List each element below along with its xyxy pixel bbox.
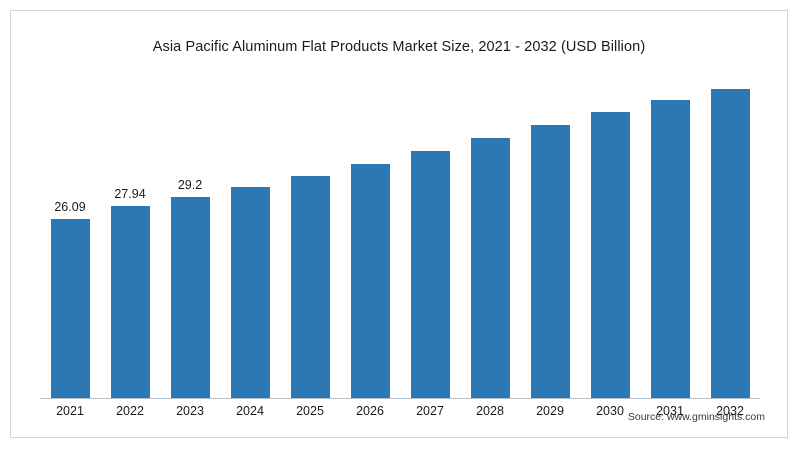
bar-slot — [280, 81, 340, 399]
bar-slot — [520, 81, 580, 399]
bar-slot — [340, 81, 400, 399]
bar-series: 26.09 27.94 29.2 — [40, 81, 760, 399]
bar[interactable] — [50, 219, 90, 399]
x-axis-tick-2030: 2030 — [596, 404, 624, 418]
bar-slot — [580, 81, 640, 399]
chart-container: Asia Pacific Aluminum Flat Products Mark… — [10, 10, 788, 438]
bar[interactable] — [230, 187, 270, 399]
bar[interactable] — [410, 151, 450, 399]
x-axis-tick-2023: 2023 — [176, 404, 204, 418]
bar-slot — [400, 81, 460, 399]
bar[interactable] — [530, 125, 570, 399]
bar-value-label: 27.94 — [114, 187, 146, 201]
bar-slot: 27.94 — [100, 81, 160, 399]
bar[interactable] — [710, 89, 750, 399]
bar[interactable] — [170, 197, 210, 399]
x-axis-tick-2021: 2021 — [56, 404, 84, 418]
x-axis-tick-labels: 2021 2022 2023 2024 2025 2026 2027 2028 2029 2030… — [40, 404, 760, 422]
x-axis-tick-2022: 2022 — [116, 404, 144, 418]
source-note: Source: www.gminsights.com — [627, 411, 765, 423]
bar[interactable] — [290, 176, 330, 399]
x-axis-tick-2028: 2028 — [476, 404, 504, 418]
bar-value-label: 29.2 — [177, 178, 203, 192]
bar[interactable] — [470, 138, 510, 399]
bar-slot — [700, 81, 760, 399]
x-axis-tick-2025: 2025 — [296, 404, 324, 418]
x-axis-tick-2027: 2027 — [416, 404, 444, 418]
bar[interactable] — [110, 206, 150, 399]
chart-title: Asia Pacific Aluminum Flat Products Mark… — [152, 39, 646, 55]
bar-slot — [640, 81, 700, 399]
bar-slot: 26.09 — [40, 81, 100, 399]
x-axis-tick-2031: 2031 — [656, 404, 684, 418]
x-axis-tick-2029: 2029 — [536, 404, 564, 418]
x-axis-tick-2024: 2024 — [236, 404, 264, 418]
bar[interactable] — [350, 164, 390, 399]
bar-slot: 29.2 — [160, 81, 220, 399]
bar[interactable] — [650, 100, 690, 399]
bar[interactable] — [590, 112, 630, 399]
bar-slot — [220, 81, 280, 399]
x-axis-tick-2026: 2026 — [356, 404, 384, 418]
bar-value-label: 26.09 — [54, 200, 86, 214]
plot-area: 26.09 27.94 29.2 — [40, 81, 760, 399]
bar-slot — [460, 81, 520, 399]
x-axis-line — [40, 398, 760, 399]
x-axis-tick-2032: 2032 — [716, 404, 744, 418]
